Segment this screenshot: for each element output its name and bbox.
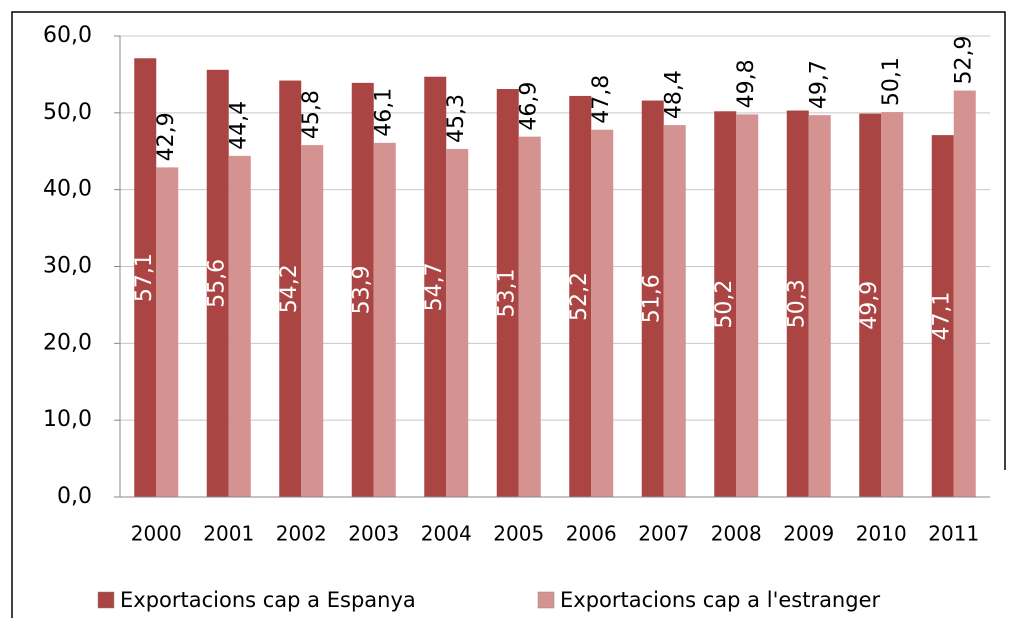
y-tick-label: 50,0 (43, 100, 92, 125)
x-tick-label: 2008 (711, 522, 762, 546)
data-label: 45,8 (299, 90, 324, 139)
x-tick-label: 2007 (638, 522, 689, 546)
data-label: 42,9 (154, 112, 179, 161)
bar (134, 58, 157, 497)
bar (953, 90, 976, 497)
y-tick-label: 0,0 (57, 484, 92, 509)
data-label: 50,1 (879, 57, 904, 106)
x-tick-label: 2004 (421, 522, 472, 546)
bar (279, 80, 302, 498)
data-label: 49,7 (807, 60, 832, 109)
bar (206, 69, 229, 497)
bar (351, 82, 374, 497)
x-tick-label: 2000 (131, 522, 182, 546)
data-label: 49,8 (734, 59, 759, 108)
bar (424, 76, 447, 497)
bar (156, 167, 179, 497)
legend-label: Exportacions cap a l'estranger (560, 588, 880, 612)
bar (496, 89, 519, 497)
data-label: 46,9 (517, 82, 542, 131)
x-tick-label: 2006 (566, 522, 617, 546)
data-label: 54,2 (277, 264, 302, 313)
data-label: 57,1 (132, 253, 157, 302)
bar (591, 129, 614, 497)
data-label: 47,8 (589, 75, 614, 124)
data-label: 48,4 (662, 70, 687, 119)
x-tick-label: 2003 (348, 522, 399, 546)
bar (714, 111, 737, 498)
data-label: 52,9 (952, 36, 977, 85)
bar (881, 112, 904, 497)
bar (569, 95, 592, 498)
bar (641, 100, 664, 497)
bar (446, 148, 469, 497)
data-label: 44,4 (227, 101, 252, 150)
data-label: 52,2 (567, 272, 592, 321)
bar (228, 155, 251, 498)
bar (373, 142, 396, 497)
data-label: 46,1 (372, 88, 397, 137)
y-tick-label: 60,0 (43, 23, 92, 48)
data-label: 55,6 (205, 259, 230, 308)
bar (518, 136, 541, 497)
data-label: 53,1 (495, 269, 520, 318)
data-label: 50,2 (712, 280, 737, 329)
data-label: 49,9 (857, 281, 882, 330)
bar (808, 115, 831, 497)
x-tick-label: 2001 (203, 522, 254, 546)
data-label: 50,3 (785, 279, 810, 328)
x-tick-label: 2010 (856, 522, 907, 546)
x-tick-label: 2009 (783, 522, 834, 546)
data-label: 53,9 (350, 265, 375, 314)
bar (736, 114, 759, 498)
data-label: 54,7 (422, 262, 447, 311)
x-tick-label: 2011 (928, 522, 979, 546)
bar (301, 145, 324, 497)
y-tick-label: 20,0 (43, 330, 92, 355)
legend-label: Exportacions cap a Espanya (120, 588, 416, 612)
data-label: 51,6 (640, 274, 665, 323)
x-tick-label: 2005 (493, 522, 544, 546)
data-label: 45,3 (444, 94, 469, 143)
bar (786, 110, 809, 498)
legend-swatch (537, 591, 555, 609)
y-tick-label: 10,0 (43, 407, 92, 432)
bar (931, 135, 954, 498)
bar (663, 125, 686, 498)
legend-swatch (97, 591, 115, 609)
bar (859, 113, 882, 497)
x-tick-label: 2002 (276, 522, 327, 546)
data-label: 47,1 (930, 292, 955, 341)
y-tick-label: 30,0 (43, 254, 92, 279)
y-tick-label: 40,0 (43, 177, 92, 202)
frame (11, 11, 1006, 618)
